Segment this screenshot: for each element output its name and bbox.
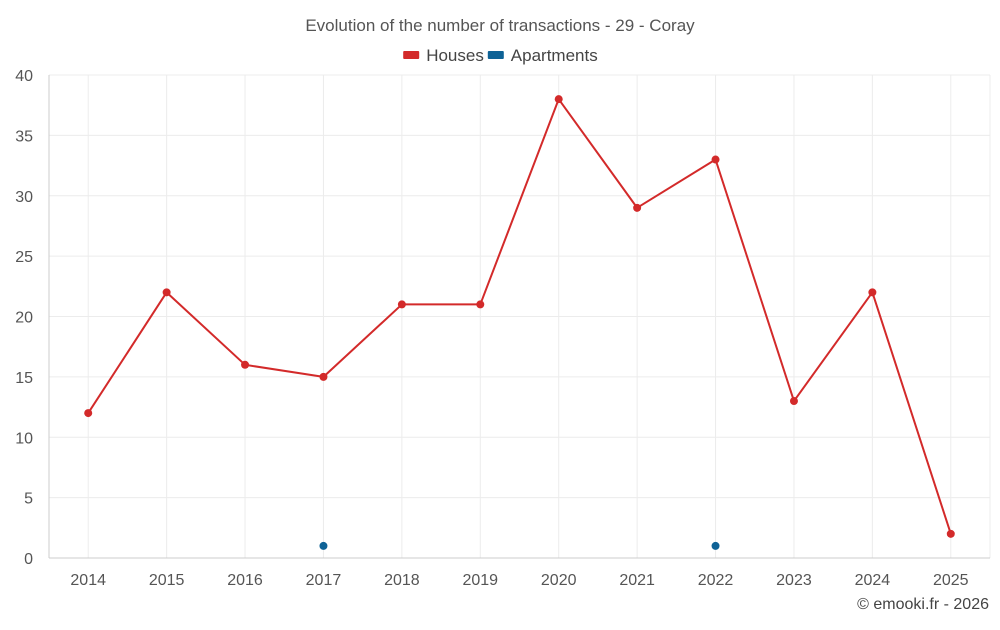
x-axis: 2014 2015 2016 2017 2018 2019 2020 2021 2022 2023… — [49, 557, 990, 589]
legend: Houses Apartments — [403, 46, 598, 65]
footer-credit: © emooki.fr - 2026 — [857, 596, 989, 613]
x-tick-label: 2019 — [462, 572, 498, 589]
data-point-houses — [946, 529, 955, 538]
y-tick-label: 15 — [15, 370, 33, 387]
data-point-apartments — [319, 541, 328, 550]
y-tick-label: 35 — [15, 128, 33, 145]
legend-label-apartments: Apartments — [511, 46, 598, 65]
y-tick-label: 0 — [24, 551, 33, 568]
x-tick-label: 2022 — [698, 572, 734, 589]
y-tick-label: 40 — [15, 68, 33, 85]
y-tick-label: 30 — [15, 189, 33, 206]
x-tick-label: 2017 — [306, 572, 342, 589]
x-tick-label: 2014 — [70, 572, 106, 589]
data-point-houses — [319, 372, 328, 381]
legend-label-houses: Houses — [426, 46, 484, 65]
x-tick-label: 2023 — [776, 572, 812, 589]
x-tick-label: 2024 — [855, 572, 891, 589]
data-point-houses — [162, 288, 171, 297]
data-point-houses — [789, 397, 798, 406]
data-point-houses — [84, 409, 93, 418]
data-point-houses — [397, 300, 406, 309]
y-tick-label: 25 — [15, 249, 33, 266]
y-tick-label: 20 — [15, 310, 33, 327]
legend-swatch-apartments — [487, 51, 504, 59]
data-point-houses — [554, 95, 563, 104]
x-tick-label: 2025 — [933, 572, 969, 589]
series-layer — [84, 95, 955, 550]
x-tick-label: 2021 — [619, 572, 655, 589]
data-point-houses — [711, 155, 720, 164]
data-point-houses — [476, 300, 485, 309]
grid — [49, 74, 991, 558]
y-tick-label: 10 — [15, 430, 33, 447]
y-axis: 0 5 10 15 20 25 30 35 40 — [15, 68, 50, 568]
data-point-houses — [241, 360, 250, 369]
x-tick-label: 2020 — [541, 572, 577, 589]
y-tick-label: 5 — [24, 491, 33, 508]
legend-swatch-houses — [403, 51, 420, 59]
x-tick-label: 2016 — [227, 572, 263, 589]
data-point-houses — [633, 203, 642, 212]
x-tick-label: 2015 — [149, 572, 185, 589]
data-point-apartments — [711, 541, 720, 550]
data-point-houses — [868, 288, 877, 297]
x-tick-label: 2018 — [384, 572, 420, 589]
chart-title: Evolution of the number of transactions … — [305, 16, 695, 35]
series-line-houses — [87, 98, 952, 535]
